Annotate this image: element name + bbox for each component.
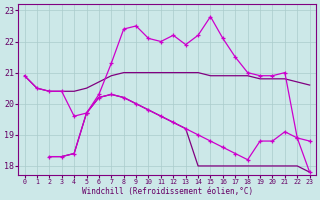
X-axis label: Windchill (Refroidissement éolien,°C): Windchill (Refroidissement éolien,°C)	[82, 187, 253, 196]
